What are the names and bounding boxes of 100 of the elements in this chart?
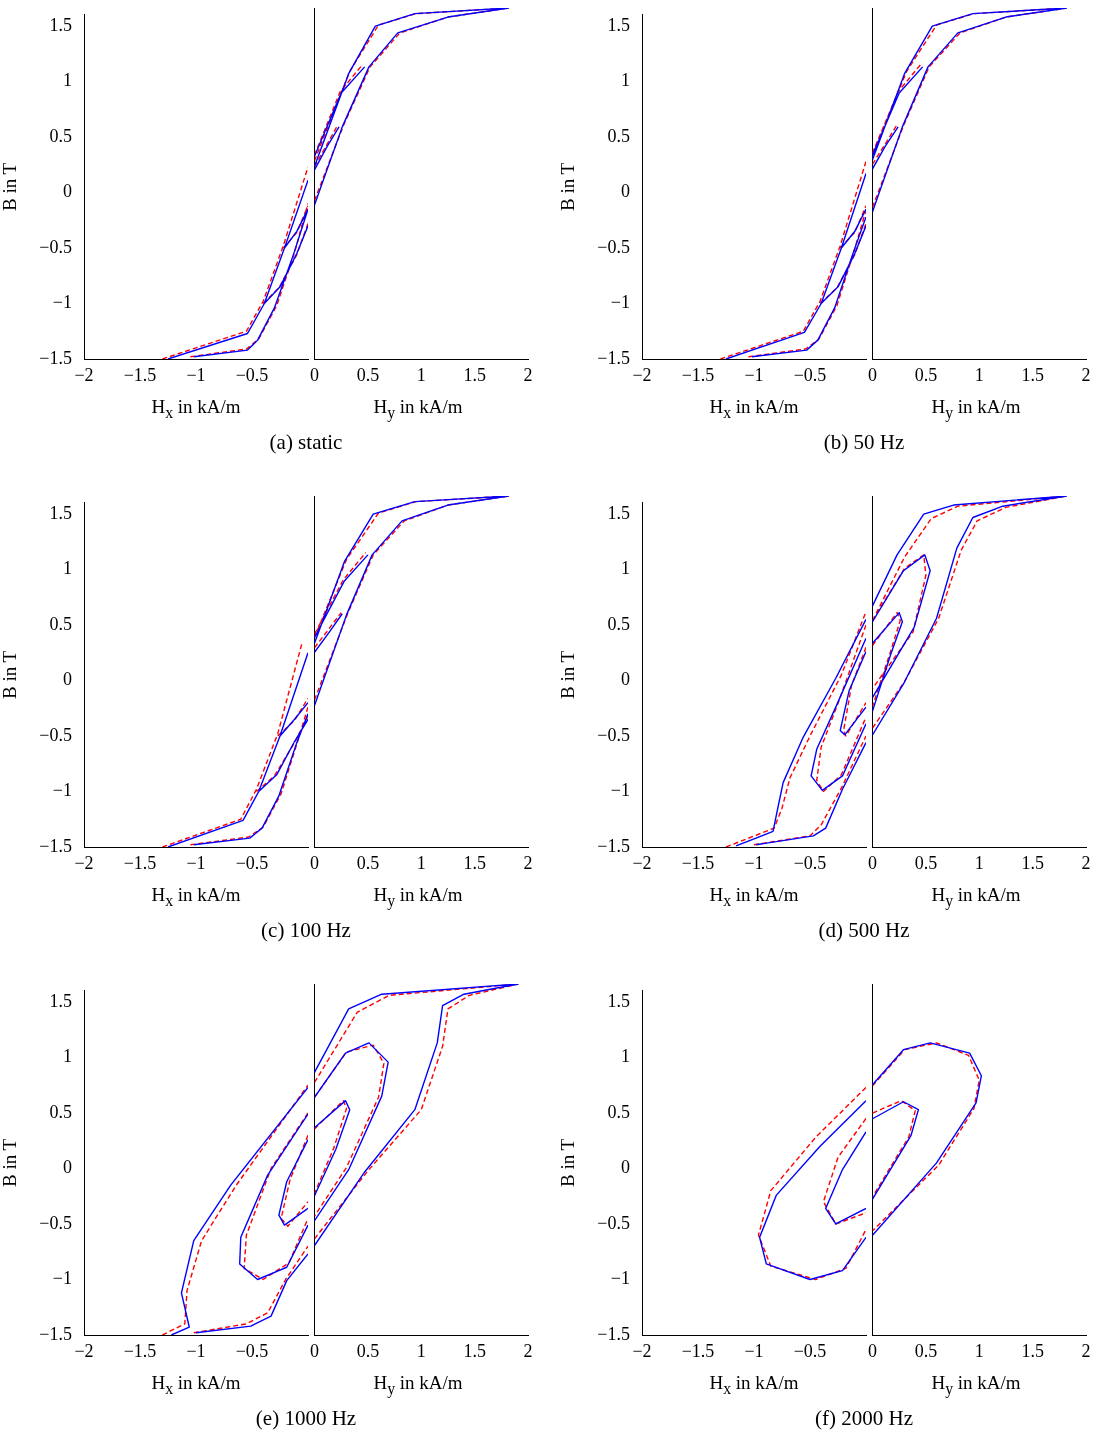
x-tick-label: 2 [1081,852,1091,873]
y-axis-title: B in T [557,1138,579,1188]
x-tick-label: 0 [310,852,319,873]
x-tick-label: 1 [974,364,984,385]
x-tick-label: −1 [744,1340,764,1361]
x-tick-label: −0.5 [793,364,827,385]
y-tick-label: 0 [621,669,630,690]
y-tick-label: −1 [52,292,72,313]
x-tick-label: 2 [1081,364,1091,385]
x-tick-label: −2 [632,852,652,873]
y-tick-label: −1 [52,1268,72,1289]
x-tick-label: 2 [523,364,533,385]
x-tick-label: 1 [974,1340,984,1361]
x-axis-title: H$_{y}$ in kA/m [931,1372,1021,1398]
x-tick-label: 1.5 [1021,364,1044,385]
x-tick-label: 1 [416,852,426,873]
y-tick-label: −1.5 [597,1323,630,1344]
x-tick-label: 1 [416,1340,426,1361]
y-tick-label: 0.5 [607,613,630,634]
x-tick-label: 0.5 [356,364,380,385]
x-tick-label: 1 [416,364,426,385]
x-tick-label: −0.5 [793,1340,827,1361]
x-tick-label: −0.5 [235,1340,269,1361]
x-tick-label: 0.5 [914,1340,938,1361]
x-axis-title: H$_{y}$ in kA/m [373,884,463,910]
y-tick-label: −1 [52,780,72,801]
text: (f) 2000 Hz [815,1406,913,1431]
y-axis-title: B in T [0,650,21,700]
x-tick-label: −2 [74,852,94,873]
y-tick-label: 1.5 [607,990,630,1011]
x-tick-label: 0.5 [356,852,380,873]
y-tick-label: −1 [610,292,630,313]
y-tick-label: 0 [63,181,72,202]
x-tick-label: 0.5 [914,852,938,873]
x-tick-label: 0 [310,1340,319,1361]
x-axis-title: H$_{y}$ in kA/m [373,1372,463,1398]
x-tick-label: −1.5 [123,852,157,873]
x-tick-label: −1 [744,364,764,385]
x-axis-title: H$_{x}$ in kA/m [709,884,799,910]
x-tick-label: 0 [310,364,319,385]
x-tick-label: −1 [186,852,206,873]
text: (a) static [269,430,343,455]
x-axis-title: H$_{x}$ in kA/m [151,884,241,910]
x-tick-label: 0 [868,852,877,873]
y-tick-label: 0 [621,181,630,202]
y-tick-label: −1.5 [597,347,630,368]
x-tick-label: −2 [632,364,652,385]
x-tick-label: 1.5 [1021,852,1044,873]
x-tick-label: −1.5 [123,364,157,385]
y-tick-label: −0.5 [39,1212,72,1233]
x-tick-label: −1.5 [681,364,715,385]
y-tick-label: 1.5 [49,990,72,1011]
y-tick-label: −0.5 [597,236,630,257]
y-tick-label: −1 [610,1268,630,1289]
x-axis-title: H$_{y}$ in kA/m [373,396,463,422]
x-tick-label: −1.5 [681,852,715,873]
y-tick-label: 1 [621,70,630,91]
x-tick-label: −1.5 [681,1340,715,1361]
x-tick-label: 2 [523,852,533,873]
y-tick-label: 0.5 [49,125,72,146]
x-tick-label: −2 [74,1340,94,1361]
y-tick-label: 0 [63,1157,72,1178]
y-tick-label: 1 [63,1046,72,1067]
x-tick-label: 1.5 [463,364,486,385]
x-axis-title: H$_{x}$ in kA/m [709,396,799,422]
y-tick-label: 1.5 [49,14,72,35]
text: (e) 1000 Hz [255,1406,357,1431]
y-tick-label: 1.5 [607,14,630,35]
y-tick-label: 0 [621,1157,630,1178]
y-tick-label: −1.5 [39,835,72,856]
x-axis-title: H$_{y}$ in kA/m [931,884,1021,910]
y-tick-label: 0.5 [607,125,630,146]
x-tick-label: −2 [632,1340,652,1361]
y-axis-title: B in T [557,650,579,700]
x-tick-label: 1.5 [463,1340,486,1361]
y-tick-label: −0.5 [39,724,72,745]
x-tick-label: −2 [74,364,94,385]
y-tick-label: −1.5 [39,347,72,368]
y-tick-label: −0.5 [597,1212,630,1233]
y-tick-label: 0 [63,669,72,690]
y-tick-label: 0.5 [49,1101,72,1122]
x-tick-label: −1.5 [123,1340,157,1361]
y-tick-label: 1.5 [607,502,630,523]
y-tick-label: −1.5 [39,1323,72,1344]
x-tick-label: −0.5 [235,364,269,385]
x-tick-label: 0 [868,1340,877,1361]
y-tick-label: −1.5 [597,835,630,856]
y-tick-label: 1 [63,558,72,579]
y-axis-title: B in T [557,162,579,212]
x-tick-label: 1.5 [463,852,486,873]
text: (d) 500 Hz [818,918,910,943]
text: (c) 100 Hz [261,918,351,943]
x-axis-title: H$_{x}$ in kA/m [709,1372,799,1398]
x-tick-label: 0 [868,364,877,385]
y-tick-label: 1 [63,70,72,91]
x-tick-label: −1 [186,364,206,385]
text: (b) 50 Hz [823,430,905,455]
x-tick-label: 2 [1081,1340,1091,1361]
x-tick-label: −0.5 [793,852,827,873]
y-tick-label: 1 [621,1046,630,1067]
